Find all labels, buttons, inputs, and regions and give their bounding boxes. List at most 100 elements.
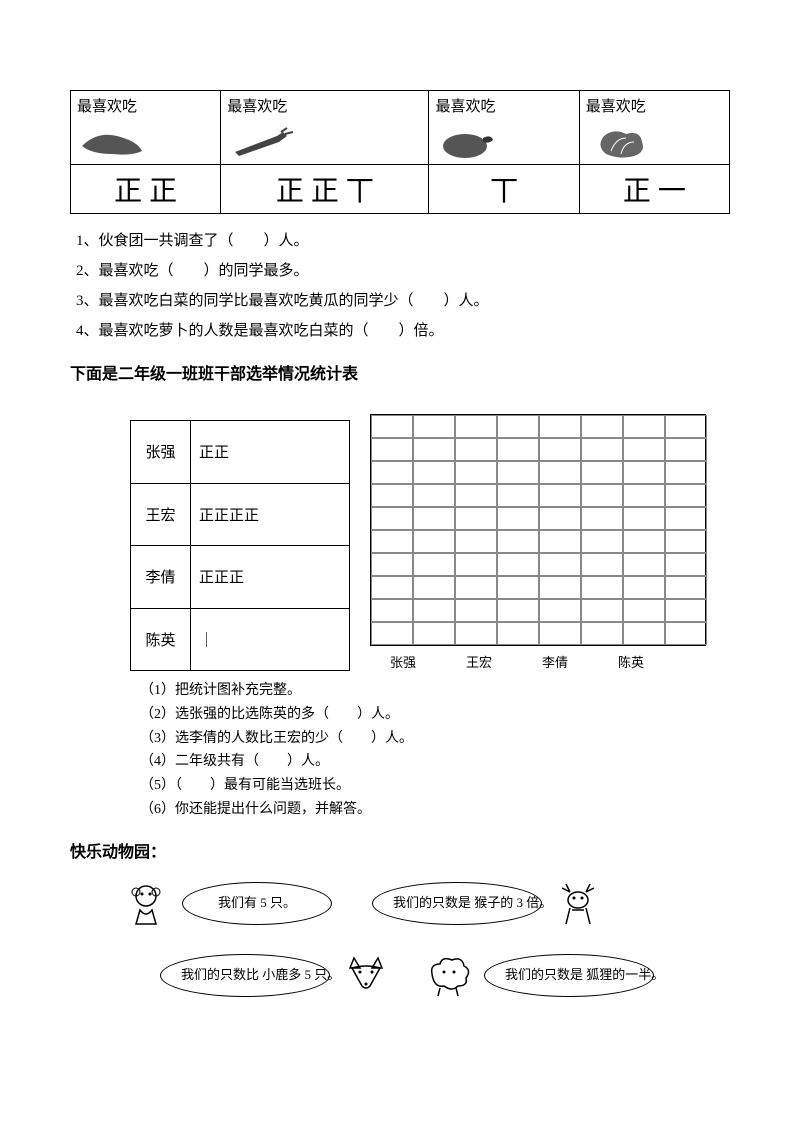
grid-cell [539,415,581,438]
grid-cell [665,484,707,507]
grid-cell [665,599,707,622]
grid-cell [371,484,413,507]
table-row: 陈英 ｜ [131,608,350,671]
question-3: 3、最喜欢吃白菜的同学比最喜欢吃黄瓜的同学少（ ）人。 [70,286,730,316]
election-heading: 下面是二年级一班班干部选举情况统计表 [70,360,730,384]
grid-cell [581,599,623,622]
grid-cell [413,484,455,507]
candidate-name: 张强 [131,421,191,484]
grid-cell [497,484,539,507]
grid-cell [539,438,581,461]
deer-speech-bubble: 我们的只数是 猴子的 3 倍。 [372,882,542,925]
fox-speech-bubble: 我们的只数比 小鹿多 5 只。 [160,954,330,997]
grid-cell [497,576,539,599]
tally-cell: 丅 [429,165,579,214]
x-label: 李倩 [542,652,568,671]
grid-cell [623,599,665,622]
grid-cell [413,576,455,599]
vegetable-survey-table: 最喜欢吃 最喜欢吃 最喜欢吃 最喜欢吃 [70,90,730,214]
grid-cell [623,438,665,461]
grid-cell [539,553,581,576]
bar-chart-grid-area: 张强 王宏 李倩 陈英 [370,414,706,671]
sub-question: （4）二年级共有（ ）人。 [140,750,730,774]
tally-cell: 正 正 [71,165,221,214]
grid-cell [371,553,413,576]
grid-cell [539,507,581,530]
grid-cell [455,576,497,599]
sub-question: （1）把统计图补充完整。 [140,679,730,703]
sub-question: （2）选张强的比选陈英的多（ ）人。 [140,703,730,727]
grid-cell [581,461,623,484]
grid-cell [413,415,455,438]
election-sub-questions: （1）把统计图补充完整。 （2）选张强的比选陈英的多（ ）人。 （3）选李倩的人… [140,679,730,822]
fox-icon [340,950,392,1002]
veg-header-label: 最喜欢吃 [435,95,572,116]
sheep-speech-bubble: 我们的只数是 狐狸的一半。 [484,954,654,997]
x-axis-labels: 张强 王宏 李倩 陈英 [370,652,706,671]
grid-cell [455,622,497,645]
grid-cell [413,507,455,530]
grid-cell [581,438,623,461]
grid-cell [581,553,623,576]
grid-cell [455,438,497,461]
veg-header-label: 最喜欢吃 [586,95,723,116]
candidate-tally: 正正 [191,421,350,484]
grid-cell [371,438,413,461]
grid-cell [371,461,413,484]
grid-cell [497,438,539,461]
election-section: 张强 正正 王宏 正正正正 李倩 正正正 陈英 ｜ 张强 王宏 李倩 陈英 [130,414,730,671]
candidate-tally: 正正正 [191,546,350,609]
grid-cell [371,622,413,645]
grid-cell [623,484,665,507]
candidate-tally: ｜ [191,608,350,671]
grid-cell [665,622,707,645]
grid-cell [455,553,497,576]
grid-cell [665,553,707,576]
x-label: 陈英 [618,652,644,671]
deer-icon [552,878,604,930]
tally-cell: 正 正 丅 [221,165,429,214]
grid-cell [581,415,623,438]
grid-cell [455,507,497,530]
grid-cell [413,622,455,645]
grid-cell [497,461,539,484]
grid-cell [497,507,539,530]
table-row: 李倩 正正正 [131,546,350,609]
grid-cell [371,415,413,438]
pepper-icon [77,126,147,160]
grid-cell [581,507,623,530]
grid-cell [497,622,539,645]
question-1: 1、伙食团一共调查了（ ）人。 [70,226,730,256]
question-2: 2、最喜欢吃（ ）的同学最多。 [70,256,730,286]
grid-cell [455,530,497,553]
grid-cell [665,415,707,438]
grid-cell [413,599,455,622]
grid-cell [455,599,497,622]
tally-cell: 正 一 [579,165,729,214]
table-row: 张强 正正 [131,421,350,484]
question-4: 4、最喜欢吃萝卜的人数是最喜欢吃白菜的（ ）倍。 [70,316,730,346]
worksheet-page: 最喜欢吃 最喜欢吃 最喜欢吃 最喜欢吃 [0,0,800,1062]
grid-cell [539,530,581,553]
x-label: 王宏 [466,652,492,671]
grid-cell [497,415,539,438]
eggplant-icon [435,126,505,160]
sub-question: （5）（ ）最有可能当选班长。 [140,774,730,798]
grid-cell [413,553,455,576]
vote-tally-table: 张强 正正 王宏 正正正正 李倩 正正正 陈英 ｜ [130,420,350,671]
sub-question: （3）选李倩的人数比王宏的少（ ）人。 [140,727,730,751]
grid-cell [455,415,497,438]
zoo-section: 我们有 5 只。 我们的只数是 猴子的 3 倍。 我们的只数比 小鹿多 5 只。 [70,878,730,1002]
grid-cell [371,507,413,530]
grid-cell [413,461,455,484]
grid-cell [413,438,455,461]
grid-cell [665,461,707,484]
veg-header-label: 最喜欢吃 [77,95,214,116]
grid-cell [665,507,707,530]
grid-cell [623,415,665,438]
grid-cell [539,484,581,507]
veg-cell-pepper: 最喜欢吃 [71,91,221,165]
sub-question: （6）你还能提出什么问题，并解答。 [140,798,730,822]
grid-cell [455,461,497,484]
grid-cell [413,530,455,553]
